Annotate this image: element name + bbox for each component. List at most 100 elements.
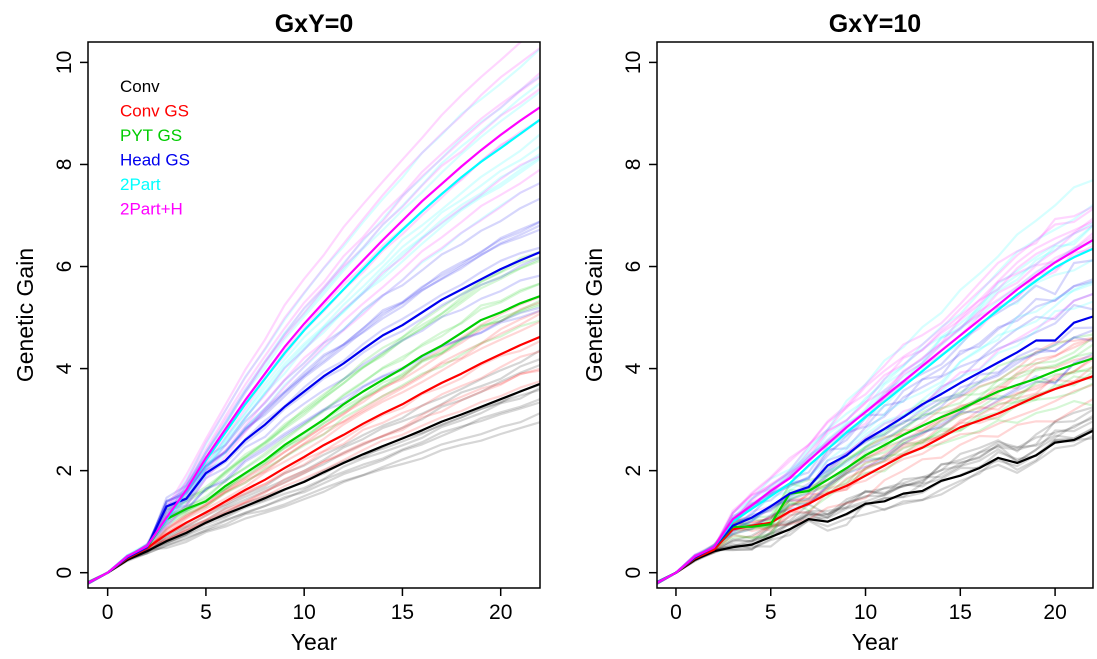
replicate-line-1-7 xyxy=(88,309,540,584)
x-tick-label: 0 xyxy=(102,601,114,624)
y-tick-label: 2 xyxy=(53,465,76,477)
replicate-line-1-1 xyxy=(88,301,540,584)
x-tick-label: 20 xyxy=(489,601,512,624)
replicate-line-4-8 xyxy=(657,179,1093,585)
x-axis-label: Year xyxy=(291,629,338,654)
series-line-5 xyxy=(657,239,1093,584)
plot-frame xyxy=(87,41,541,589)
plot-area xyxy=(657,179,1093,585)
replicate-line-2-5 xyxy=(88,258,540,584)
replicate-line-4-1 xyxy=(657,280,1093,585)
replicate-line-5-1 xyxy=(88,119,540,585)
chart-title: GxY=10 xyxy=(829,10,921,38)
replicate-line-3-9 xyxy=(88,224,540,585)
y-tick-label: 4 xyxy=(53,362,76,374)
x-tick-label: 15 xyxy=(949,601,972,624)
replicate-line-5-9 xyxy=(657,224,1093,585)
y-tick-label: 8 xyxy=(53,159,76,171)
replicate-line-4-6 xyxy=(88,48,540,585)
y-axis-label: Genetic Gain xyxy=(12,248,38,382)
replicate-line-4-1 xyxy=(88,82,540,585)
replicate-line-0-1 xyxy=(88,398,540,584)
series-line-2part-h xyxy=(88,106,540,584)
x-tick-label: 15 xyxy=(391,601,414,624)
y-tick-label: 6 xyxy=(622,261,645,273)
x-tick-label: 5 xyxy=(200,601,212,624)
replicate-line-3-6 xyxy=(657,280,1093,584)
replicate-line-5-5 xyxy=(657,220,1093,583)
plot-area xyxy=(88,42,540,585)
replicate-line-1-4 xyxy=(88,380,540,584)
y-tick-label: 6 xyxy=(53,261,76,273)
replicate-line-2-0 xyxy=(88,304,540,583)
replicate-line-0-0 xyxy=(657,417,1093,584)
replicate-line-3-4 xyxy=(88,274,540,585)
replicate-line-0-2 xyxy=(88,363,540,584)
x-tick-label: 20 xyxy=(1043,601,1066,624)
replicate-line-0-8 xyxy=(657,408,1093,585)
x-tick-label: 10 xyxy=(854,601,877,624)
replicate-line-1-3 xyxy=(88,312,540,585)
replicate-line-3-5 xyxy=(657,352,1093,585)
y-tick-label: 2 xyxy=(622,465,645,477)
replicate-line-0-6 xyxy=(657,406,1093,584)
replicate-line-2-4 xyxy=(657,400,1093,585)
x-tick-label: 10 xyxy=(292,601,315,624)
series-line-head-gs xyxy=(88,251,540,584)
legend-entry: PYT GS xyxy=(120,126,182,145)
replicate-line-5-4 xyxy=(657,205,1093,585)
series-line-3 xyxy=(657,315,1093,584)
replicate-line-4-7 xyxy=(88,182,540,585)
replicate-line-4-8 xyxy=(88,90,540,585)
replicate-line-5-3 xyxy=(657,217,1093,585)
replicate-line-3-5 xyxy=(88,220,540,584)
replicate-line-0-9 xyxy=(657,420,1093,583)
y-tick-label: 0 xyxy=(622,567,645,579)
replicate-line-1-9 xyxy=(88,340,540,585)
legend-entry: Conv xyxy=(120,77,160,96)
replicate-line-1-0 xyxy=(88,295,540,585)
legend-entry: Conv GS xyxy=(120,102,189,121)
y-tick-label: 8 xyxy=(622,159,645,171)
replicate-line-5-8 xyxy=(88,182,540,585)
replicate-line-4-0 xyxy=(657,300,1093,584)
series-line-4 xyxy=(657,247,1093,584)
replicate-line-4-2 xyxy=(88,145,540,583)
replicate-line-3-0 xyxy=(88,228,540,584)
replicate-line-0-3 xyxy=(657,427,1093,585)
replicate-line-5-7 xyxy=(88,72,540,585)
replicate-line-4-4 xyxy=(88,75,540,584)
replicate-line-0-4 xyxy=(657,427,1093,585)
y-tick-label: 10 xyxy=(53,51,76,74)
replicate-line-3-1 xyxy=(88,220,540,584)
replicate-line-2-6 xyxy=(88,259,540,585)
replicate-line-4-5 xyxy=(88,157,540,584)
replicate-line-2-0 xyxy=(657,369,1093,585)
replicate-line-1-2 xyxy=(88,369,540,584)
chart-panel-1: 0 5 10 15 20 0 2 4 6 8 10 GxY=10 Year Genetic Gain xyxy=(581,10,1094,655)
replicate-line-1-3 xyxy=(657,398,1093,584)
legend-entry: 2Part xyxy=(120,175,161,194)
replicate-line-4-9 xyxy=(88,155,540,585)
x-tick-label: 5 xyxy=(765,601,777,624)
replicate-line-5-6 xyxy=(88,76,540,585)
y-tick-label: 10 xyxy=(622,51,645,74)
series-line-0 xyxy=(657,429,1093,584)
series-line-conv xyxy=(88,382,540,584)
replicate-line-0-4 xyxy=(88,358,540,585)
legend-entry: 2Part+H xyxy=(120,200,183,219)
chart-title: GxY=0 xyxy=(275,10,354,38)
legend-entry: Head GS xyxy=(120,151,190,170)
chart-panel-0: 0 5 10 15 20 0 2 4 6 8 10 GxY=0 Year Genetic Gain Conv… xyxy=(12,10,541,655)
replicate-line-2-8 xyxy=(88,319,540,584)
replicate-line-3-6 xyxy=(88,197,540,584)
y-tick-label: 4 xyxy=(622,362,645,374)
series-line-conv-gs xyxy=(88,335,540,584)
replicate-line-5-2 xyxy=(88,168,540,583)
y-axis-label: Genetic Gain xyxy=(581,248,607,382)
x-tick-label: 0 xyxy=(670,601,682,624)
replicate-line-0-5 xyxy=(88,421,540,584)
x-axis-label: Year xyxy=(852,629,899,654)
